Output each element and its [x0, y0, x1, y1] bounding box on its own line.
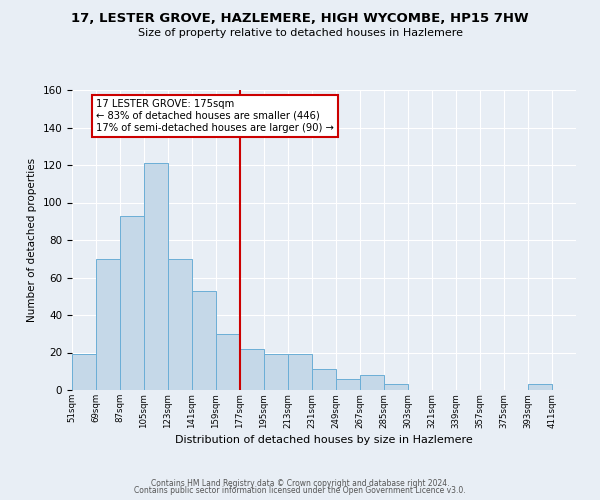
Bar — [216, 334, 240, 390]
Bar — [72, 354, 96, 390]
Text: Contains public sector information licensed under the Open Government Licence v3: Contains public sector information licen… — [134, 486, 466, 495]
Text: 17 LESTER GROVE: 175sqm
← 83% of detached houses are smaller (446)
17% of semi-d: 17 LESTER GROVE: 175sqm ← 83% of detache… — [96, 100, 334, 132]
Bar — [96, 259, 120, 390]
Bar — [264, 354, 288, 390]
Bar — [192, 290, 216, 390]
Bar — [144, 163, 168, 390]
Bar — [360, 375, 384, 390]
Text: Size of property relative to detached houses in Hazlemere: Size of property relative to detached ho… — [137, 28, 463, 38]
Bar — [336, 379, 360, 390]
Bar — [528, 384, 552, 390]
Bar — [120, 216, 144, 390]
Y-axis label: Number of detached properties: Number of detached properties — [27, 158, 37, 322]
Bar — [240, 349, 264, 390]
Bar — [168, 259, 192, 390]
Bar — [288, 354, 312, 390]
Bar — [384, 384, 408, 390]
Text: 17, LESTER GROVE, HAZLEMERE, HIGH WYCOMBE, HP15 7HW: 17, LESTER GROVE, HAZLEMERE, HIGH WYCOMB… — [71, 12, 529, 26]
Bar — [312, 370, 336, 390]
X-axis label: Distribution of detached houses by size in Hazlemere: Distribution of detached houses by size … — [175, 434, 473, 444]
Text: Contains HM Land Registry data © Crown copyright and database right 2024.: Contains HM Land Registry data © Crown c… — [151, 478, 449, 488]
